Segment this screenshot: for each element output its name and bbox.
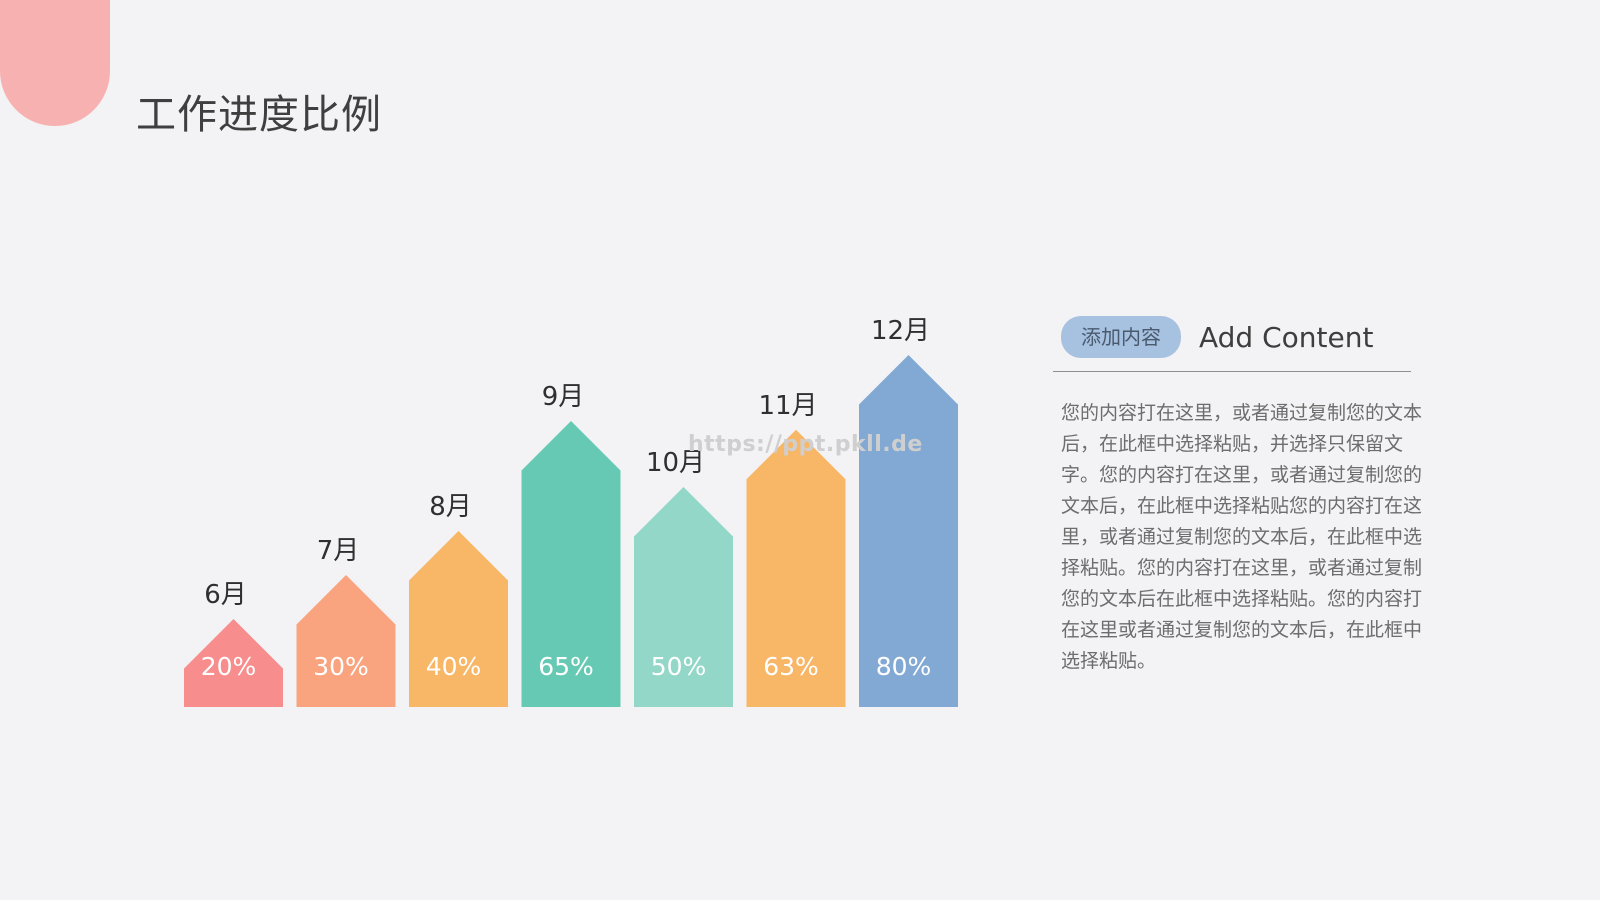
bar-value-label: 80%	[876, 652, 932, 681]
panel-divider	[1053, 371, 1411, 372]
bar-category-label: 7月	[317, 536, 360, 566]
content-panel: 添加内容 Add Content 您的内容打在这里，或者通过复制您的文本后，在此…	[1053, 313, 1441, 677]
progress-bar-chart: 20% 6月 30% 7月 40% 8月 65% 9月 50% 10月 63% 11月 80% 12月	[184, 316, 958, 707]
bar-6月	[184, 619, 283, 707]
bar-category-label: 12月	[871, 316, 930, 346]
bar-value-label: 65%	[538, 652, 594, 681]
add-content-tag: 添加内容	[1061, 316, 1181, 358]
bar-value-label: 63%	[763, 652, 819, 681]
panel-heading: Add Content	[1199, 320, 1374, 354]
bar-11月	[746, 429, 846, 707]
bar-category-label: 10月	[646, 448, 705, 478]
watermark: https://ppt.pkll.de	[688, 432, 923, 457]
panel-body-text: 您的内容打在这里，或者通过复制您的文本后，在此框中选择粘贴，并选择只保留文字。您…	[1061, 402, 1423, 672]
bar-10月	[634, 487, 733, 707]
panel-header: 添加内容 Add Content	[1061, 313, 1441, 361]
bar-value-label: 20%	[201, 652, 257, 681]
bar-9月	[521, 421, 621, 707]
bar-8月	[409, 531, 508, 707]
bar-value-label: 40%	[426, 652, 482, 681]
bar-category-label: 6月	[204, 580, 247, 610]
corner-decoration	[0, 0, 110, 126]
bar-12月	[859, 355, 958, 707]
bar-category-label: 9月	[542, 382, 585, 412]
bar-value-label: 30%	[313, 652, 369, 681]
page-title: 工作进度比例	[136, 92, 382, 138]
bar-category-label: 11月	[758, 391, 817, 421]
bar-7月	[296, 575, 396, 707]
bar-value-label: 50%	[651, 652, 707, 681]
bar-category-label: 8月	[429, 492, 472, 522]
